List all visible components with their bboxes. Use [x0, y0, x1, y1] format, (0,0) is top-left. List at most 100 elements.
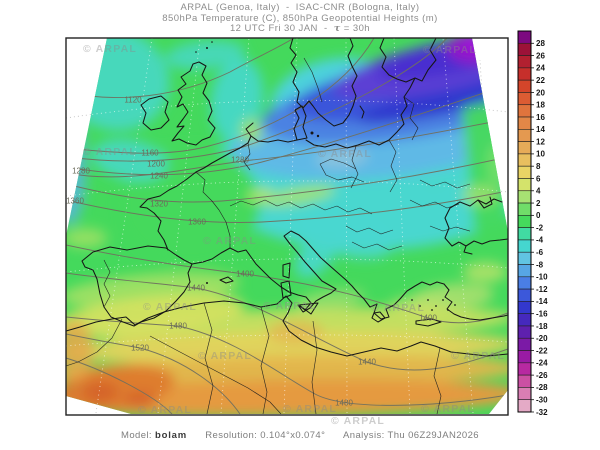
colorbar-cell: [517, 239, 532, 253]
contour-label: 1160: [141, 149, 159, 158]
watermark-text: © ARPAL: [371, 302, 425, 314]
colorbar-cell: [517, 55, 532, 69]
colorbar-tick-label: -12: [536, 285, 548, 294]
colorbar-cell: [517, 362, 532, 376]
colorbar-cell: [517, 141, 532, 155]
contour-label: 1200: [147, 160, 165, 169]
colorbar-cell: [517, 288, 532, 302]
title-block: ARPAL (Genoa, Italy) - ISAC-CNR (Bologna…: [0, 2, 600, 35]
contour-label: 1280: [72, 167, 90, 176]
colorbar-tick-label: -14: [536, 297, 548, 306]
title-line-3: 12 UTC Fri 30 JAN - τ = 30h: [0, 23, 600, 35]
tau-symbol: τ: [333, 23, 341, 34]
contour-label: 1480: [169, 322, 187, 331]
map-frame: [65, 37, 509, 416]
colorbar-tick-label: 4: [536, 187, 541, 196]
colorbar-tick-label: -32: [536, 408, 548, 417]
watermark-text: © ARPAL: [318, 148, 372, 160]
footer-caption: Model: bolam Resolution: 0.104°x0.074° A…: [0, 430, 600, 441]
colorbar-cell: [517, 104, 532, 118]
height-contours: [66, 38, 508, 414]
graticule-inside: [66, 38, 508, 414]
colorbar-cell: [517, 178, 532, 192]
colorbar-cell: [517, 301, 532, 314]
contour-label: 1520: [131, 344, 149, 353]
contour-label: 1360: [66, 197, 84, 206]
watermark-text: © ARPAL: [83, 146, 137, 158]
colorbar-cell: [517, 251, 532, 265]
colorbar-tick-label: -26: [536, 371, 548, 380]
contour-label: 1240: [150, 172, 168, 181]
colorbar-tick-label: 8: [536, 162, 541, 171]
temperature-colorbar: 2826242220181614121086420-2-4-6-8-10-12-…: [517, 30, 548, 417]
colorbar-tick-label: -6: [536, 248, 544, 257]
title-line-1: ARPAL (Genoa, Italy) - ISAC-CNR (Bologna…: [180, 2, 420, 13]
watermark-text: © ARPAL: [423, 44, 477, 56]
colorbar-cell: [517, 227, 532, 241]
colorbar-tick-label: -2: [536, 223, 544, 232]
colorbar-tick-label: 0: [536, 211, 541, 220]
model-label: Model:: [121, 430, 156, 441]
colorbar-tick-label: 14: [536, 125, 545, 134]
colorbar-cell: [517, 399, 532, 413]
watermark-text: © ARPAL: [421, 403, 475, 415]
colorbar-cell: [517, 374, 532, 388]
watermark-text: © ARPAL: [331, 415, 385, 427]
colorbar-tick-label: 20: [536, 88, 545, 97]
analysis-text: Analysis: Thu 06Z29JAN2026: [343, 430, 479, 441]
colorbar-tick-label: -28: [536, 383, 548, 392]
colorbar-tick-label: 18: [536, 101, 545, 110]
colorbar-tick-label: -20: [536, 334, 548, 343]
contour-label: 1440: [187, 284, 205, 293]
footer-gap: [325, 430, 343, 441]
colorbar-tick-label: -8: [536, 260, 544, 269]
colorbar-cell: [517, 79, 532, 93]
resolution-text: Resolution: 0.104°x0.074°: [205, 430, 326, 441]
contour-label: 1120: [124, 96, 142, 105]
title-line-2: 850hPa Temperature (C), 850hPa Geopotent…: [162, 12, 438, 24]
colorbar-tick-label: -18: [536, 322, 548, 331]
colorbar-tick-label: -16: [536, 309, 548, 318]
colorbar-outline: [517, 30, 532, 413]
colorbar-cell: [517, 129, 532, 142]
contour-labels: 1120 1160 1200 1240 1280 1280 1320 1360 1360 1400…: [66, 96, 437, 408]
colorbar-tick-label: 16: [536, 113, 545, 122]
colorbar-cell: [517, 92, 532, 106]
watermark-text: © ARPAL: [203, 235, 257, 247]
contour-label: 1400: [236, 270, 254, 279]
watermark-text: © ARPAL: [143, 301, 197, 313]
colorbar-cell: [517, 202, 532, 216]
contour-label: 1400: [419, 314, 437, 323]
footer-gap: [187, 430, 205, 441]
model-value: bolam: [155, 430, 187, 441]
colorbar-cell: [517, 387, 532, 401]
colorbar-cell: [517, 215, 532, 228]
colorbar-tick-label: 2: [536, 199, 541, 208]
watermark-text: © ARPAL: [198, 350, 252, 362]
colorbar-cell: [517, 276, 532, 290]
watermark-text: © ARPAL: [283, 403, 337, 415]
forecast-step-text: = 30h: [340, 23, 371, 34]
watermark-text: © ARPAL: [138, 404, 192, 416]
colorbar-cell: [517, 190, 532, 204]
colorbar-cell: [517, 116, 532, 130]
coastlines: [66, 38, 508, 414]
arpal-watermarks: © ARPAL © ARPAL© ARPAL © ARPAL© ARPAL© ARP…: [83, 43, 505, 427]
colorbar-cell: [517, 67, 532, 81]
colorbar-tick-label: 12: [536, 137, 545, 146]
watermark-text: © ARPAL: [263, 300, 317, 312]
colorbar-tick-label: -30: [536, 396, 548, 405]
contour-label: 1320: [150, 200, 168, 209]
watermark-text: © ARPAL: [451, 350, 505, 362]
colorbar-cell: [517, 153, 532, 167]
colorbar-tick-label: -10: [536, 273, 548, 282]
colorbar-tick-label: -24: [536, 359, 548, 368]
colorbar-cell: [517, 30, 532, 44]
colorbar-cell: [517, 325, 532, 339]
colorbar-tick-label: 24: [536, 64, 545, 73]
colorbar-tick-label: 28: [536, 39, 545, 48]
contour-label: 1480: [335, 399, 353, 408]
contour-label: 1280: [231, 156, 249, 165]
colorbar-tick-label: 6: [536, 174, 541, 183]
